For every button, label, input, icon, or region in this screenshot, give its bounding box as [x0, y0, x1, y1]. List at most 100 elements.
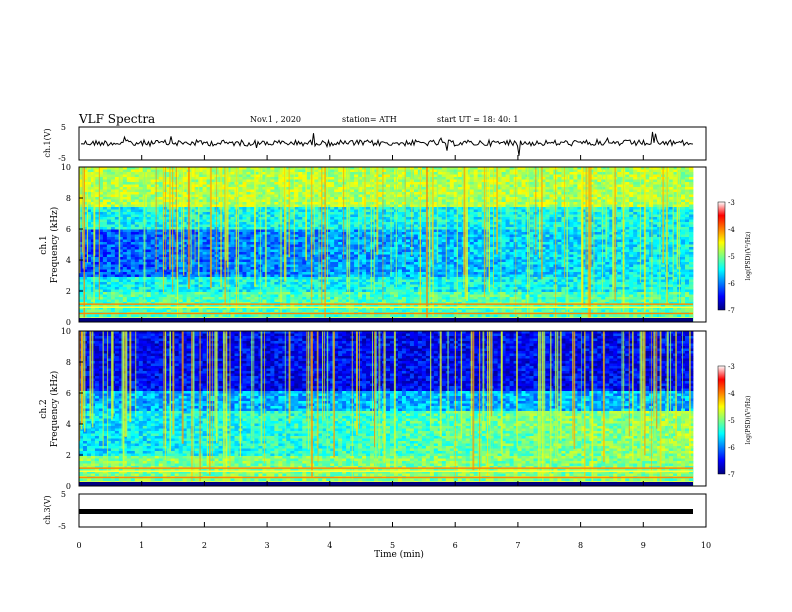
spectrogram-cell [79, 244, 84, 248]
spectrogram-cell [166, 244, 172, 248]
spectrogram-cell [202, 282, 207, 285]
spectrogram-cell [326, 267, 331, 270]
spectrogram-cell [250, 244, 255, 248]
spectrogram-cell [238, 262, 243, 265]
spectrogram-cell [314, 177, 319, 180]
spectrogram-cell [302, 207, 307, 210]
spectrogram-cell [318, 172, 323, 175]
spectrogram-cell [354, 292, 359, 295]
spectrogram-cell [358, 222, 363, 225]
spectrogram-cell [162, 282, 168, 285]
spectrogram-cell [190, 204, 196, 208]
ch1-spectrogram [79, 167, 694, 323]
spectrogram-cell [154, 202, 160, 205]
spectrogram-cell [186, 314, 192, 318]
spectrogram-cell [190, 177, 196, 180]
spectrogram-cell [302, 232, 307, 235]
spectrogram-cell [338, 289, 343, 293]
spectrogram-cell [146, 219, 152, 223]
spectrogram-cell [382, 299, 387, 303]
spectrogram-cell [270, 212, 275, 215]
spectrogram-cell [186, 297, 192, 300]
spectrogram-cell [82, 242, 88, 245]
spectrogram-cell [314, 277, 319, 280]
spectrogram-cell [254, 287, 259, 290]
spectrogram-cell [270, 272, 275, 275]
spectrogram-cell [150, 234, 156, 238]
spectrogram-cell [270, 169, 275, 173]
spectrogram-cell [118, 264, 124, 268]
spectrogram-cell [134, 232, 140, 235]
spectrogram-cell [270, 194, 275, 198]
spectrogram-cell [150, 169, 156, 173]
spectrogram-cell [114, 194, 120, 198]
spectrogram-cell [154, 214, 160, 218]
spectrogram-cell [166, 224, 172, 228]
spectrogram-cell [370, 279, 375, 283]
spectrogram-cell [389, 224, 395, 228]
spectrogram-cell [262, 247, 267, 250]
spectrogram-cell [118, 219, 124, 223]
spectrogram-cell [122, 254, 128, 258]
spectrogram-cell [397, 222, 403, 225]
spectrogram-cell [262, 257, 267, 260]
spectrogram-cell [354, 202, 359, 205]
spectrogram-cell [302, 182, 307, 185]
spectrogram-cell [114, 197, 120, 200]
spectrogram-cell [370, 267, 375, 270]
spectrogram-cell [146, 242, 152, 245]
spectrogram-cell [389, 177, 395, 180]
spectrogram-cell [242, 247, 247, 250]
spectrogram-cell [366, 219, 371, 223]
spectrogram-cell [246, 209, 251, 213]
spectrogram-cell [254, 257, 259, 260]
spectrogram-cell [246, 172, 251, 175]
spectrogram-cell [98, 222, 104, 225]
spectrogram-cell [182, 199, 188, 203]
spectrogram-cell [342, 264, 347, 268]
spectrogram-cell [210, 224, 215, 228]
spectrogram-cell [182, 224, 188, 228]
spectrogram-cell [194, 227, 200, 230]
spectrogram-cell [310, 254, 315, 258]
spectrogram-cell [306, 212, 311, 215]
spectrogram-cell [238, 229, 243, 233]
spectrogram-cell [146, 227, 152, 230]
spectrogram-cell [242, 242, 247, 245]
spectrogram-cell [310, 234, 315, 238]
spectrogram-cell [310, 179, 315, 183]
spectrogram-cell [90, 242, 96, 245]
spectrogram-cell [138, 309, 144, 313]
spectrogram-cell [254, 299, 259, 303]
spectrogram-cell [382, 227, 387, 230]
spectrogram-cell [226, 297, 231, 300]
spectrogram-cell [298, 222, 303, 225]
spectrogram-cell [198, 209, 203, 213]
spectrogram-cell [118, 267, 124, 270]
spectrogram-cell [397, 194, 403, 198]
spectrogram-cell [334, 214, 339, 218]
spectrogram-cell [106, 237, 112, 240]
spectrogram-cell [158, 217, 164, 220]
spectrogram-cell [210, 247, 215, 250]
spectrogram-cell [362, 182, 367, 185]
spectrogram-cell [282, 297, 287, 300]
spectrogram-cell [246, 232, 251, 235]
spectrogram-cell [146, 309, 152, 313]
spectrogram-cell [190, 297, 196, 300]
spectrogram-cell [182, 289, 188, 293]
spectrogram-cell [198, 227, 203, 230]
spectrogram-cell [366, 209, 371, 213]
spectrogram-cell [166, 279, 172, 283]
spectrogram-cell [110, 207, 116, 210]
spectrogram-cell [118, 269, 124, 273]
spectrogram-cell [374, 197, 379, 200]
spectrogram-cell [118, 304, 124, 308]
spectrogram-cell [198, 204, 203, 208]
spectrogram-cell [250, 249, 255, 253]
spectrogram-cell [242, 189, 247, 193]
spectrogram-cell [318, 169, 323, 173]
spectrogram-cell [354, 172, 359, 175]
spectrogram-cell [310, 199, 315, 203]
spectrogram-cell [254, 182, 259, 185]
